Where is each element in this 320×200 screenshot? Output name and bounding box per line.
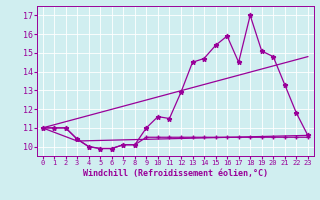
X-axis label: Windchill (Refroidissement éolien,°C): Windchill (Refroidissement éolien,°C) bbox=[83, 169, 268, 178]
